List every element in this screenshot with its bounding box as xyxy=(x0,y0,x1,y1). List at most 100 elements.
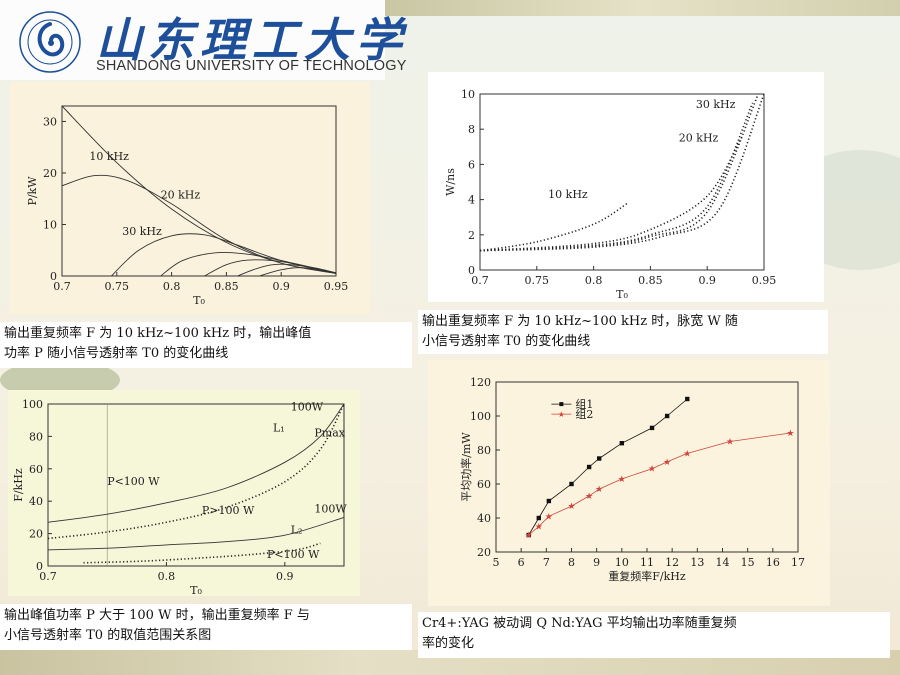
power-line-0 xyxy=(528,398,688,536)
school-name-cn: 山东理工大学 xyxy=(96,13,408,67)
x-tick-label: 14 xyxy=(716,556,730,569)
data-point-star: ★ xyxy=(525,531,533,541)
y-tick-label: 80 xyxy=(29,430,43,443)
school-name-en: SHANDONG UNIVERSITY OF TECHNOLOGY xyxy=(96,58,407,74)
x-tick-label: 8 xyxy=(568,556,575,569)
x-tick-label: 10 xyxy=(615,556,629,569)
x-tick-label: 0.8 xyxy=(163,280,181,293)
data-point-star: ★ xyxy=(663,458,671,468)
x-axis-label: T₀ xyxy=(616,288,628,301)
series-annotation: 30 kHz xyxy=(696,98,736,111)
x-tick-label: 6 xyxy=(518,556,525,569)
y-tick-label: 0 xyxy=(50,270,57,283)
caption-pulse-width: 输出重复频率 F 为 10 kHz~100 kHz 时，脉宽 W 随 小信号透射… xyxy=(418,310,828,354)
chart-average-power: 5 6 7 8 9 10 11 12 13 14 15 16 17 20 40 60 80 100 120 重复频率F… xyxy=(428,360,830,606)
data-point-star: ★ xyxy=(567,502,575,512)
x-tick-label: 0.75 xyxy=(525,274,550,287)
y-tick-label: 40 xyxy=(477,512,491,525)
chart-frequency-range: 0.7 0.8 0.9 0 20 40 60 80 100 T₀ F/kHz 100W L₁ Pmax P<… xyxy=(8,390,360,596)
chart-pulse-width: 0.7 0.75 0.8 0.85 0.9 0.95 0 2 4 6 8 10 T₀ W/ns 10 kHz… xyxy=(428,72,824,302)
chart-average-power-svg: 5 6 7 8 9 10 11 12 13 14 15 16 17 20 40 60 80 100 120 重复频率F… xyxy=(428,360,830,606)
caption-average-power: Cr4+:YAG 被动调 Q Nd:YAG 平均输出功率随重复频 率的变化 xyxy=(418,612,890,658)
series-annotation: 10 kHz xyxy=(548,188,588,201)
x-tick-label: 0.9 xyxy=(276,570,294,583)
data-point-star: ★ xyxy=(545,512,553,522)
data-point-star: ★ xyxy=(585,492,593,502)
x-tick-label: 0.8 xyxy=(585,274,603,287)
x-tick-label: 0.7 xyxy=(39,570,57,583)
x-axis-label: 重复频率F/kHz xyxy=(608,569,686,583)
chart-peak-power-svg: 0.7 0.75 0.8 0.85 0.9 0.95 0 10 20 30 T₀ P/kW 10 kHz… xyxy=(10,82,370,314)
caption-line: 输出重复频率 F 为 10 kHz~100 kHz 时，脉宽 W 随 xyxy=(422,314,738,329)
x-tick-label: 0.8 xyxy=(158,570,176,583)
top-decoration-bar xyxy=(385,0,900,16)
y-tick-label: 100 xyxy=(22,398,43,411)
data-point-square xyxy=(536,515,541,521)
x-tick-label: 0.9 xyxy=(272,280,290,293)
school-header: 山东理工大学 SHANDONG UNIVERSITY OF TECHNOLOGY xyxy=(0,0,406,80)
y-tick-label: 20 xyxy=(477,546,491,559)
data-point-square xyxy=(596,456,602,461)
data-point-star: ★ xyxy=(595,485,603,495)
caption-peak-power: 输出重复频率 F 为 10 kHz~100 kHz 时，输出峰值 功率 P 随小… xyxy=(0,322,412,368)
legend-marker: ★ xyxy=(558,410,565,419)
plot-frame xyxy=(479,93,765,271)
x-axis-label: T₀ xyxy=(193,294,205,307)
range-annotation: P>100 W xyxy=(202,504,255,517)
y-axis-label: 平均功率/mW xyxy=(459,432,473,502)
x-tick-label: 5 xyxy=(493,556,500,569)
x-tick-label: 0.75 xyxy=(105,280,130,293)
data-point-square xyxy=(619,441,625,446)
data-point-square xyxy=(586,464,592,470)
x-tick-label: 9 xyxy=(593,556,600,569)
y-tick-label: 8 xyxy=(468,123,475,136)
x-tick-label: 0.85 xyxy=(214,280,239,293)
x-tick-label: 0.9 xyxy=(698,274,716,287)
data-point-star: ★ xyxy=(786,429,794,439)
series-annotation: 20 kHz xyxy=(679,132,719,145)
y-tick-label: 30 xyxy=(43,115,57,128)
y-tick-label: 20 xyxy=(29,528,43,541)
range-annotation: Pmax xyxy=(314,426,345,439)
caption-line: Cr4+:YAG 被动调 Q Nd:YAG 平均输出功率随重复频 xyxy=(422,616,737,631)
data-point-star: ★ xyxy=(648,465,656,475)
caption-line: 输出重复频率 F 为 10 kHz~100 kHz 时，输出峰值 xyxy=(4,326,312,341)
y-tick-label: 120 xyxy=(470,376,491,389)
caption-line: 功率 P 随小信号透射率 T0 的变化曲线 xyxy=(4,346,229,361)
plot-frame xyxy=(61,105,337,277)
range-series-2 xyxy=(47,516,345,551)
x-tick-label: 15 xyxy=(741,556,755,569)
curve-annotation: 30 kHz xyxy=(122,225,162,238)
caption-line: 小信号透射率 T0 的变化曲线 xyxy=(422,334,591,349)
x-tick-label: 17 xyxy=(791,556,805,569)
data-point-square xyxy=(569,481,574,487)
y-tick-label: 0 xyxy=(468,264,475,277)
range-annotation: L₁ xyxy=(273,422,285,435)
power-line-1 xyxy=(528,432,791,536)
y-tick-label: 60 xyxy=(29,463,43,476)
data-point-square xyxy=(649,425,655,431)
y-tick-label: 40 xyxy=(29,495,43,508)
range-annotation: 100W xyxy=(291,400,324,413)
x-tick-label: 0.95 xyxy=(752,274,777,287)
y-tick-label: 20 xyxy=(43,167,57,180)
data-point-star: ★ xyxy=(618,475,626,485)
range-annotation: 100W xyxy=(314,503,347,516)
legend-label: 组1 xyxy=(575,397,593,411)
y-axis-label: W/ns xyxy=(444,168,457,196)
x-tick-label: 16 xyxy=(766,556,780,569)
x-tick-label: 0.7 xyxy=(471,274,489,287)
chart-peak-power: 0.7 0.75 0.8 0.85 0.9 0.95 0 10 20 30 T₀ P/kW 10 kHz… xyxy=(10,82,370,314)
x-tick-label: 7 xyxy=(543,556,550,569)
y-tick-label: 6 xyxy=(468,158,475,171)
power-curve-1 xyxy=(61,174,337,274)
x-tick-label: 11 xyxy=(640,556,654,569)
x-tick-label: 12 xyxy=(665,556,679,569)
data-point-square xyxy=(664,413,670,419)
x-tick-label: 0.7 xyxy=(53,280,71,293)
y-tick-label: 0 xyxy=(36,560,43,573)
pulse-series-0 xyxy=(479,202,629,252)
caption-frequency-range: 输出峰值功率 P 大于 100 W 时，输出重复频率 F 与 小信号透射率 T0… xyxy=(0,604,412,650)
x-tick-label: 0.85 xyxy=(638,274,663,287)
curve-annotation: 10 kHz xyxy=(89,150,129,163)
